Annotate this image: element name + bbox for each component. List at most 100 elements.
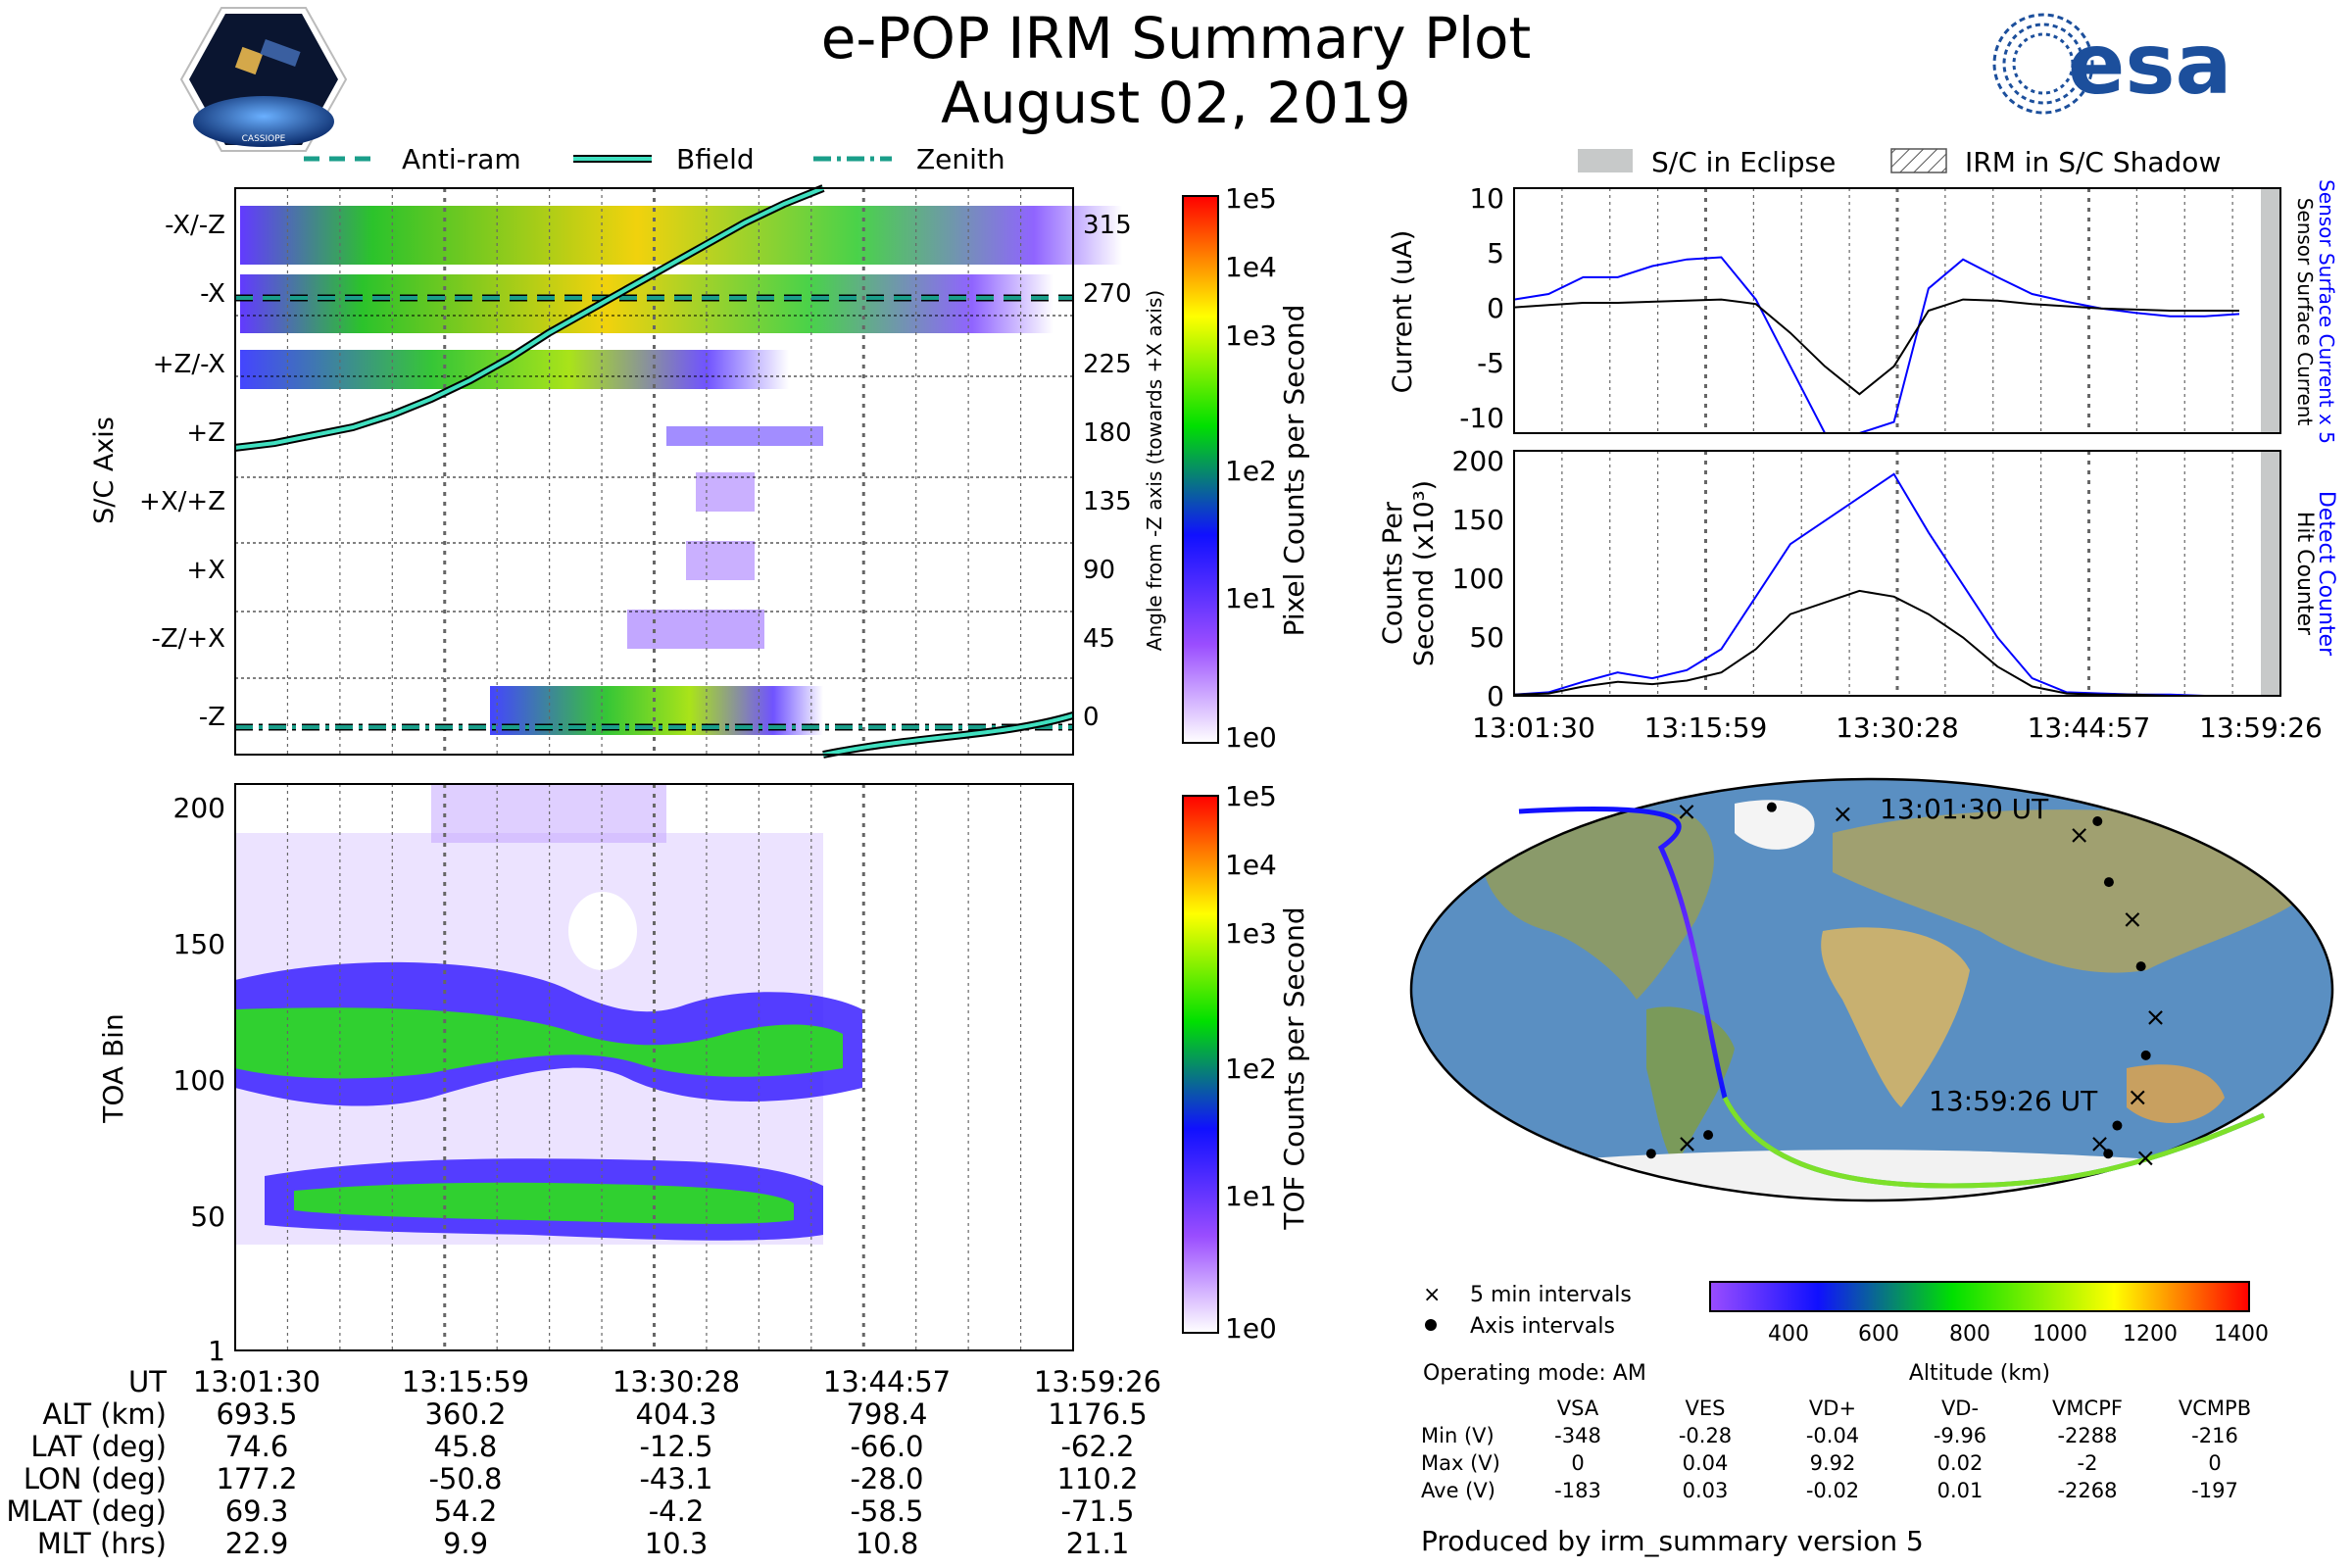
toa-tick: 50 — [190, 1200, 225, 1233]
row-label: LON (deg) — [24, 1462, 167, 1495]
axis-tick-right: 0 — [1083, 703, 1100, 732]
toa-tick: 100 — [173, 1064, 225, 1097]
toa-tick: 150 — [173, 928, 225, 960]
axis-interval-marker — [2092, 816, 2102, 826]
ephemeris-cell: 13:30:28 — [612, 1365, 740, 1398]
counts-x-tick: 13:15:59 — [1644, 711, 1768, 744]
band-plus-x-plus-z — [696, 472, 755, 512]
voltage-cell: 0.04 — [1683, 1451, 1729, 1475]
alt-tick: 1200 — [2123, 1322, 2178, 1347]
cbar-tick: 1e5 — [1225, 182, 1277, 215]
voltage-header: VCMPB — [2179, 1396, 2251, 1420]
axis-tick-right: 135 — [1083, 487, 1132, 516]
ephemeris-cell: 22.9 — [225, 1527, 289, 1560]
current-y2label-black: Sensor Surface Current — [2293, 198, 2317, 426]
operating-mode: Operating mode: AM — [1423, 1361, 1646, 1386]
toa-top-haze — [431, 784, 666, 843]
pixel-colorbar-ticks: 1e5 1e4 1e3 1e2 1e1 1e0 — [1225, 182, 1277, 754]
toa-y-ticks: 200 150 100 50 1 — [173, 792, 225, 1362]
voltage-row-label: Ave (V) — [1421, 1479, 1495, 1502]
current-tick: -10 — [1459, 402, 1504, 434]
cbar-tick: 1e0 — [1225, 721, 1277, 754]
current-y2label-blue: Sensor Surface Current x 5 — [2315, 179, 2338, 444]
legend-zenith-label: Zenith — [916, 143, 1005, 175]
cbar-tick: 1e2 — [1225, 1053, 1277, 1085]
alt-tick: 800 — [1949, 1322, 1990, 1347]
cbar-tick: 1e4 — [1225, 849, 1277, 881]
produced-by: Produced by irm_summary version 5 — [1421, 1525, 1924, 1557]
map-end-label: 13:59:26 UT — [1929, 1085, 2098, 1117]
axis-tick-left: +Z/-X — [153, 350, 225, 379]
axis-tick-right: 90 — [1083, 556, 1115, 585]
tof-colorbar-ticks: 1e5 1e4 1e3 1e2 1e1 1e0 — [1225, 780, 1277, 1345]
legend-shadow-label: IRM in S/C Shadow — [1965, 146, 2221, 178]
five-min-marker: × — [1676, 797, 1697, 826]
axis-tick-left: -Z — [199, 703, 225, 732]
counts-x-tick: 13:59:26 — [2199, 711, 2323, 744]
axis-spectrogram-panel: Anti-ram Bfield Zenith — [0, 127, 1333, 764]
page-title: e-POP IRM Summary Plot August 02, 2019 — [686, 6, 1666, 135]
voltage-cell: 0.01 — [1937, 1479, 1984, 1502]
ephemeris-cell: -71.5 — [1060, 1494, 1134, 1528]
voltage-header: VES — [1686, 1396, 1726, 1420]
alt-tick: 1000 — [2033, 1322, 2087, 1347]
ephemeris-cell: -62.2 — [1060, 1430, 1134, 1463]
five-min-marker: × — [1832, 800, 1853, 829]
ephemeris-cell: 13:59:26 — [1034, 1365, 1161, 1398]
cbar-tick: 1e2 — [1225, 455, 1277, 487]
ephemeris-cell: 798.4 — [846, 1397, 927, 1431]
voltage-cell: -183 — [1554, 1479, 1601, 1502]
counts-eclipse-region — [2261, 451, 2280, 696]
voltage-cell: -9.96 — [1934, 1424, 1986, 1447]
axis-tick-right: 315 — [1083, 211, 1132, 240]
voltage-cell: -197 — [2191, 1479, 2238, 1502]
legend-shadow-swatch — [1891, 149, 1946, 172]
ephemeris-row-labels: UT ALT (km) LAT (deg) LON (deg) MLAT (de… — [6, 1365, 167, 1560]
voltage-header: VD- — [1941, 1396, 1979, 1420]
legend-axis-label: Axis intervals — [1470, 1314, 1615, 1339]
altitude-colorbar — [1710, 1282, 2249, 1311]
row-label: LAT (deg) — [30, 1430, 167, 1463]
ephemeris-cell: 13:44:57 — [823, 1365, 951, 1398]
ephemeris-cell: 74.6 — [225, 1430, 289, 1463]
counts-tick: 150 — [1452, 504, 1504, 536]
alt-tick: 400 — [1768, 1322, 1809, 1347]
counts-y-ticks: 200 150 100 50 0 — [1452, 445, 1504, 712]
row-label: UT — [128, 1365, 167, 1398]
pixel-counts-colorbar — [1183, 196, 1218, 743]
altitude-ticks: 400 600 800 1000 1200 1400 — [1768, 1322, 2269, 1347]
title-line-1: e-POP IRM Summary Plot — [686, 6, 1666, 71]
voltage-cell: 0 — [1571, 1451, 1584, 1475]
voltage-cell: -0.04 — [1806, 1424, 1859, 1447]
toa-tick: 200 — [173, 792, 225, 824]
ephemeris-cell: 69.3 — [225, 1494, 289, 1528]
axis-tick-right: 180 — [1083, 418, 1132, 448]
voltage-cell: 0.03 — [1683, 1479, 1729, 1502]
alt-tick: 600 — [1858, 1322, 1899, 1347]
ephemeris-cell: 693.5 — [216, 1397, 297, 1431]
axis-tick-left: -Z/+X — [151, 624, 225, 654]
cbar-tick: 1e4 — [1225, 251, 1277, 283]
voltage-row-label: Max (V) — [1421, 1451, 1500, 1475]
axis-interval-marker — [1425, 1319, 1437, 1331]
voltage-row-label: Min (V) — [1421, 1424, 1494, 1447]
toa-hole — [568, 892, 637, 970]
cbar-tick: 1e3 — [1225, 319, 1277, 352]
axis-interval-marker — [1767, 803, 1777, 812]
current-ylabel: Current (uA) — [1388, 230, 1418, 394]
five-min-marker: × — [2122, 905, 2143, 934]
title-line-2: August 02, 2019 — [686, 71, 1666, 135]
band-minus-x — [240, 274, 1054, 333]
axis-right-ticks: 315 270 225 180 135 90 45 0 — [1083, 211, 1132, 732]
counts-x-tick: 13:44:57 — [2028, 711, 2151, 744]
axis-interval-marker — [2141, 1051, 2151, 1060]
toa-tick: 1 — [208, 1335, 225, 1362]
counts-y2label-black: Hit Counter — [2292, 512, 2317, 636]
axis-y2label: Angle from -Z axis (towards +X axis) — [1143, 290, 1166, 651]
five-min-marker: × — [2134, 1144, 2156, 1173]
counts-tick: 100 — [1452, 563, 1504, 595]
five-min-marker: × — [1677, 1130, 1698, 1159]
ephemeris-cell: 54.2 — [434, 1494, 498, 1528]
legend-eclipse-swatch — [1578, 149, 1633, 172]
ephemeris-cell: 45.8 — [434, 1430, 498, 1463]
